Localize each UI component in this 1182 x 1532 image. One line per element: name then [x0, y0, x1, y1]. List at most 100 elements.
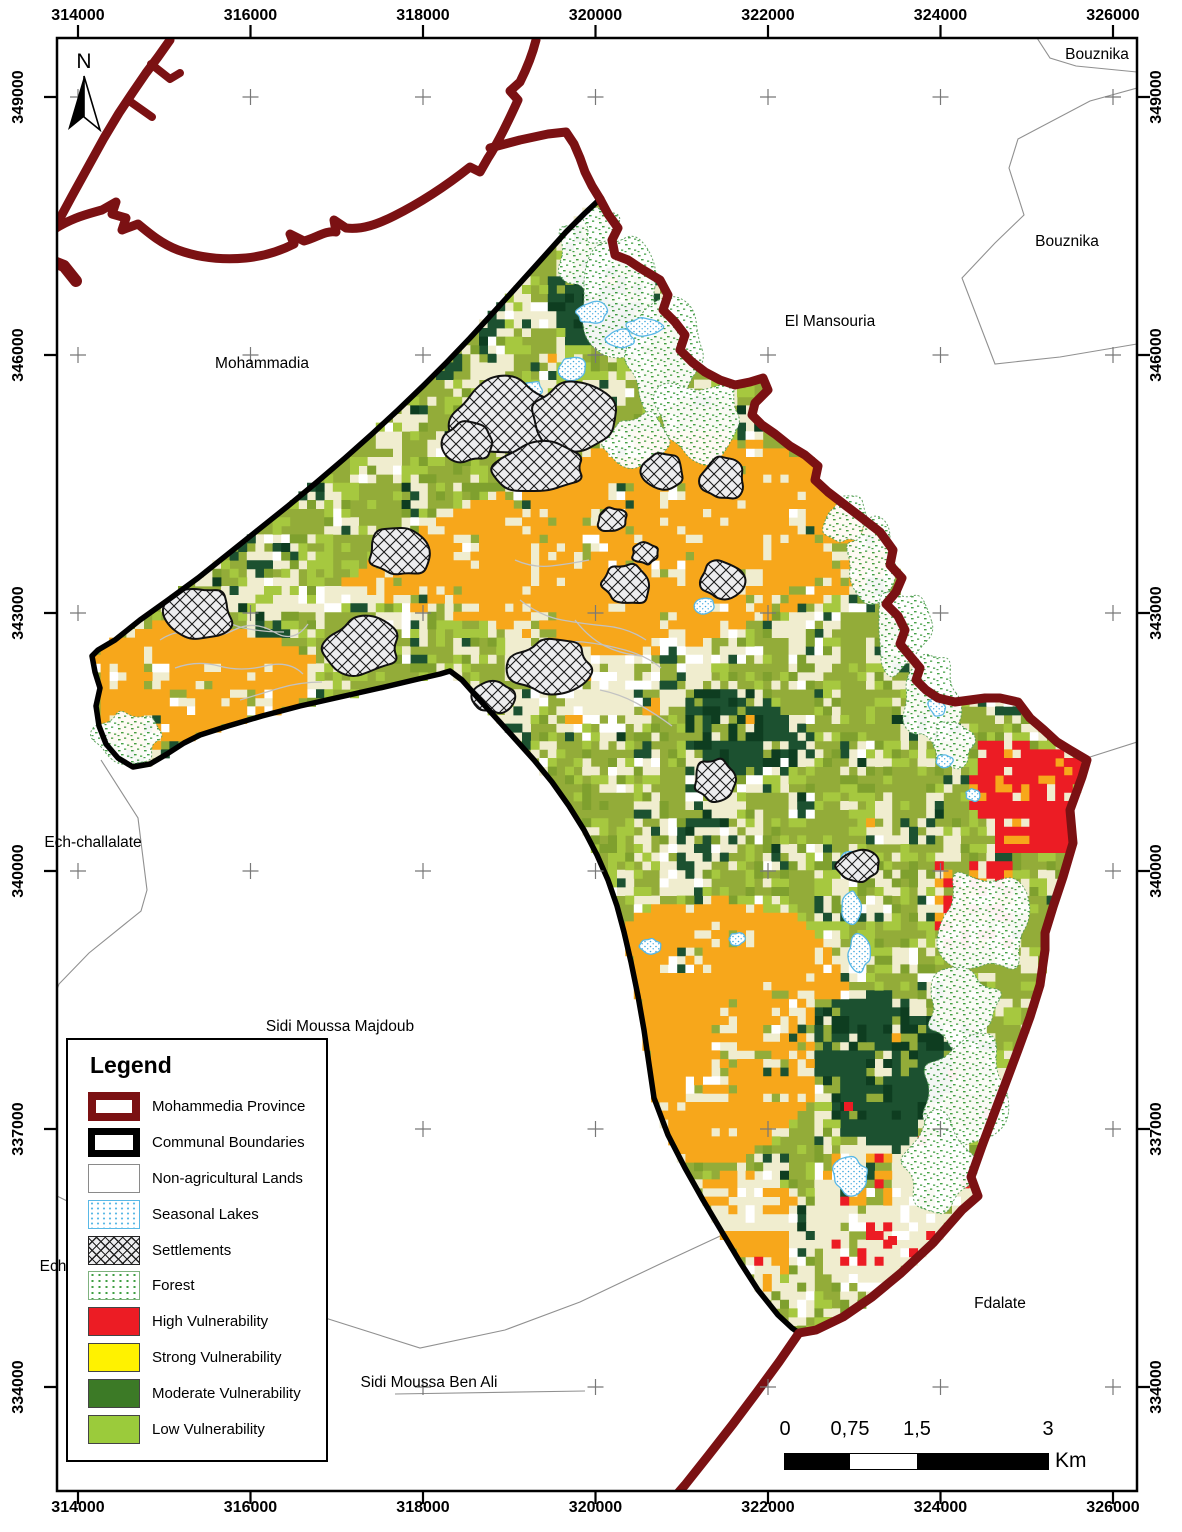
legend-item-lakes: Seasonal Lakes — [88, 1196, 326, 1232]
axis-label-left: 340000 — [10, 844, 27, 898]
forest-patch — [900, 1109, 979, 1215]
legend-item-nonagri: Non-agricultural Lands — [88, 1161, 326, 1197]
place-label-ech: Ech — [39, 1258, 67, 1275]
scale-bar-bar — [784, 1453, 1049, 1470]
axis-label-bottom: 318000 — [396, 1499, 450, 1516]
settlement-area — [596, 506, 628, 532]
axis-label-bottom: 324000 — [913, 1499, 968, 1516]
axis-label-right: 349000 — [1148, 70, 1165, 124]
axis-label-right: 334000 — [1148, 1360, 1165, 1414]
legend-item-low: Low Vulnerability — [88, 1411, 326, 1447]
axis-label-bottom: 316000 — [223, 1499, 278, 1516]
seasonal-lake — [557, 356, 587, 382]
legend-item-strong: Strong Vulnerability — [88, 1340, 326, 1376]
seasonal-lake — [638, 937, 662, 955]
scale-bar-number: 0,75 — [830, 1418, 870, 1440]
raster-cells-deep — [212, 259, 1004, 1232]
place-label-sidi-moussa-ben-ali: Sidi Moussa Ben Ali — [360, 1374, 498, 1391]
legend-item-province: Mohammedia Province — [88, 1089, 326, 1125]
map-frame-border — [55, 36, 1139, 1493]
legend-label: Non-agricultural Lands — [152, 1169, 303, 1187]
settlement-area — [505, 637, 594, 696]
settlement-area — [693, 757, 738, 804]
settlement-area — [698, 455, 744, 500]
axis-label-bottom: 322000 — [741, 1499, 795, 1516]
legend-label: Forest — [152, 1277, 195, 1295]
seasonal-lake — [965, 788, 981, 803]
road-squiggle — [239, 681, 323, 701]
legend-label: Moderate Vulnerability — [152, 1384, 301, 1402]
scale-bar-segment — [917, 1454, 1048, 1469]
raster-cells-red — [754, 740, 1082, 1266]
north-arrow: N — [58, 50, 110, 141]
seasonal-lake — [935, 754, 954, 769]
mohammedia-province-boundary — [595, 194, 1092, 1491]
legend-item-forest: Forest — [88, 1268, 326, 1304]
legend-swatch-province — [88, 1092, 140, 1122]
settlement-area — [834, 848, 880, 884]
scale-bar-segment — [785, 1454, 850, 1469]
place-label-bouznika: Bouznika — [1065, 46, 1129, 63]
axis-label-bottom: 314000 — [51, 1499, 105, 1516]
seasonal-lake — [841, 890, 863, 926]
legend-title: Legend — [90, 1052, 172, 1078]
legend-swatch-settlements — [88, 1235, 140, 1265]
legend-item-moderate: Moderate Vulnerability — [88, 1375, 326, 1411]
legend-item-communal: Communal Boundaries — [88, 1125, 326, 1161]
raster-cells-cream — [100, 207, 1073, 1327]
scale-bar-segment — [850, 1454, 917, 1469]
seasonal-lake — [693, 597, 715, 615]
forest-patch — [822, 495, 868, 543]
seasonal-lake — [604, 328, 635, 349]
axis-label-top: 318000 — [396, 7, 450, 24]
raster-cells-low — [135, 216, 1082, 1335]
raster-cells-red — [888, 1236, 897, 1245]
road-squiggle — [599, 689, 673, 727]
coast-boundary-line — [57, 38, 541, 264]
axis-label-top: 314000 — [51, 7, 105, 24]
road-squiggle — [519, 599, 647, 641]
settlement-area — [639, 452, 684, 491]
legend: Legend Mohammedia Province Communal Bound… — [66, 1038, 328, 1462]
axis-label-left: 346000 — [10, 328, 27, 382]
place-label-mohammadia: Mohammadia — [215, 355, 309, 372]
axis-label-left: 337000 — [10, 1102, 27, 1156]
axis-tick — [44, 25, 1150, 1504]
forest-layer — [90, 205, 1031, 1215]
axis-label-left: 349000 — [10, 70, 27, 124]
seasonal-lake — [625, 317, 665, 337]
boundary-strokes — [89, 194, 1092, 1491]
communal-boundary-outside — [57, 759, 148, 991]
scale-bar: 0 0,75 1,5 3 Km — [779, 1418, 1103, 1482]
axis-label-right: 340000 — [1148, 844, 1165, 898]
road-squiggle — [574, 619, 642, 657]
forest-patch — [936, 871, 1031, 970]
settlements-layer — [161, 374, 880, 884]
scale-bar-number: 0 — [779, 1418, 791, 1440]
seasonal-lake — [574, 300, 609, 324]
forest-patch — [927, 966, 1002, 1050]
settlement-area — [368, 526, 431, 576]
axis-label-bottom: 326000 — [1086, 1499, 1140, 1516]
legend-swatch-nonagri — [88, 1163, 140, 1193]
axis-label-bottom: 320000 — [568, 1499, 623, 1516]
legend-label: High Vulnerability — [152, 1313, 269, 1331]
road-squiggle — [514, 559, 590, 568]
place-label-ech-challalate: Ech-challalate — [44, 834, 142, 851]
seasonal-lake — [847, 932, 872, 974]
map-content — [57, 38, 1137, 1491]
legend-label: Low Vulnerability — [152, 1420, 265, 1438]
legend-swatch-low — [88, 1414, 140, 1444]
coast-boundary-line — [485, 127, 605, 204]
scale-bar-number: 1,5 — [903, 1418, 931, 1440]
axis-label-left: 343000 — [10, 586, 27, 640]
legend-swatch-high — [88, 1307, 140, 1337]
seasonal-lake — [728, 932, 746, 947]
communal-boundary-outside — [1089, 741, 1137, 758]
legend-swatch-moderate — [88, 1378, 140, 1408]
settlement-area — [599, 562, 651, 604]
settlement-area — [698, 559, 747, 601]
axis-label-top: 324000 — [913, 7, 968, 24]
